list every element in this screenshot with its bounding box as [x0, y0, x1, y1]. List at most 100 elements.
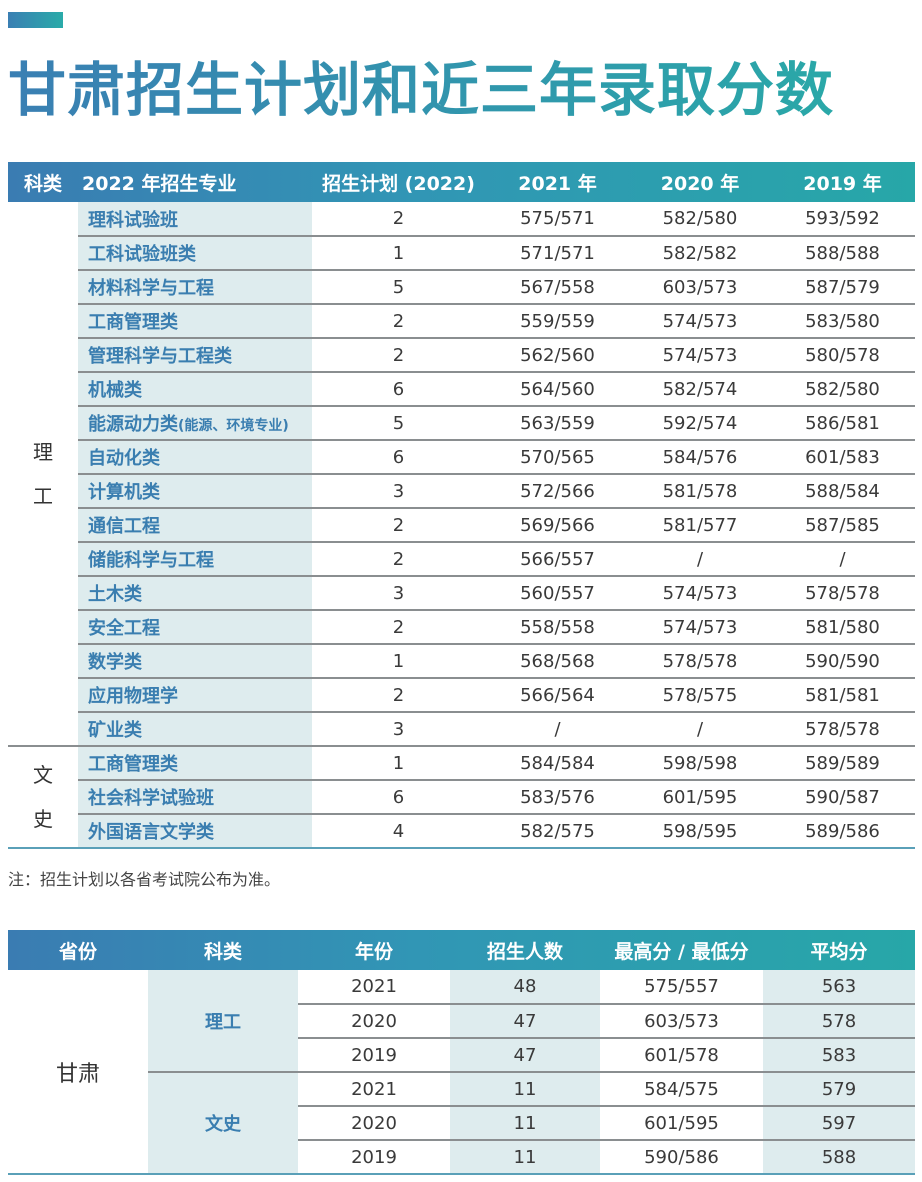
- major-name: 工商管理类: [88, 312, 178, 333]
- column-header: 2021 年: [518, 172, 597, 195]
- major-name: 外国语言文学类: [88, 822, 214, 843]
- plan-cell: 3: [312, 576, 485, 611]
- table-header-row: 科类 2022 年招生专业 招生计划 (2022) 2021 年 2020 年 …: [8, 162, 915, 202]
- table-row: 工科试验班类 1 571/571 582/582 588/588: [8, 236, 915, 271]
- y2020-cell: 601/595: [630, 780, 770, 815]
- average-cell: 563: [763, 970, 915, 1005]
- table-header-row: 省份 科类 年份 招生人数 最高分 / 最低分 平均分: [8, 930, 915, 970]
- major-cell: 储能科学与工程: [78, 542, 312, 577]
- y2019-cell: 578/578: [770, 576, 915, 611]
- average-cell: 588: [763, 1140, 915, 1175]
- y2021-cell: 560/557: [485, 576, 630, 611]
- y2020-cell: 592/574: [630, 406, 770, 441]
- category-char: 文: [33, 763, 53, 787]
- y2021-cell: 567/558: [485, 270, 630, 305]
- max-min-cell: 575/557: [600, 970, 763, 1005]
- count-cell: 11: [450, 1140, 600, 1175]
- y2021-cell: /: [485, 712, 630, 747]
- major-cell: 工科试验班类: [78, 236, 312, 271]
- table-row: 矿业类 3//578/578: [8, 712, 915, 747]
- y2021-cell: 571/571: [485, 236, 630, 271]
- year-cell: 2019: [298, 1038, 450, 1073]
- y2020-cell: 574/573: [630, 338, 770, 373]
- table-row: 数学类 1 568/568 578/578 590/590: [8, 644, 915, 679]
- table-row: 文史 2021 11 584/575 579: [8, 1072, 915, 1175]
- province-cell: 甘肃: [8, 970, 148, 1175]
- y2021-cell: 566/557: [485, 542, 630, 577]
- category-cell: 理工: [148, 970, 298, 1073]
- plan-cell: 2: [312, 542, 485, 577]
- column-header: 平均分: [810, 940, 868, 963]
- plan-cell: 2: [312, 508, 485, 543]
- y2020-cell: /: [630, 542, 770, 577]
- table-row: 理工理科试验班 2 575/571 582/580 593/592: [8, 202, 915, 747]
- major-name: 工商管理类: [88, 754, 178, 775]
- table-row: 储能科学与工程 2 566/557//: [8, 542, 915, 577]
- plan-cell: 2: [312, 338, 485, 373]
- major-name: 工科试验班类: [88, 244, 196, 265]
- y2019-cell: 581/580: [770, 610, 915, 645]
- plan-cell: 5: [312, 406, 485, 441]
- plan-cell: 1: [312, 236, 485, 271]
- y2019-cell: /: [770, 542, 915, 577]
- column-header: 2020 年: [660, 172, 740, 195]
- plan-cell: 2: [312, 304, 485, 339]
- y2020-cell: 578/575: [630, 678, 770, 713]
- max-min-cell: 601/595: [600, 1106, 763, 1141]
- y2019-cell: 593/592: [770, 202, 915, 237]
- major-cell: 机械类: [78, 372, 312, 407]
- y2021-cell: 566/564: [485, 678, 630, 713]
- major-name: 矿业类: [88, 720, 142, 741]
- column-header: 招生人数: [486, 940, 563, 963]
- major-name: 社会科学试验班: [88, 788, 214, 809]
- major-name: 安全工程: [88, 618, 160, 639]
- y2021-cell: 584/584: [485, 746, 630, 781]
- table-row: 计算机类 3 572/566 581/578 588/584: [8, 474, 915, 509]
- y2019-cell: 589/589: [770, 746, 915, 781]
- major-name: 应用物理学: [88, 686, 178, 707]
- plan-cell: 1: [312, 746, 485, 781]
- table-row: 材料科学与工程 5 567/558 603/573 587/579: [8, 270, 915, 305]
- major-name: 理科试验班: [88, 209, 178, 231]
- major-cell: 材料科学与工程: [78, 270, 312, 305]
- y2021-cell: 564/560: [485, 372, 630, 407]
- y2020-cell: 582/574: [630, 372, 770, 407]
- major-cell: 管理科学与工程类: [78, 338, 312, 373]
- plan-cell: 6: [312, 440, 485, 475]
- column-header: 最高分 / 最低分: [614, 940, 749, 963]
- major-cell: 能源动力类(能源、环境专业): [78, 406, 312, 441]
- average-cell: 579: [763, 1072, 915, 1107]
- major-cell: 工商管理类: [78, 746, 312, 781]
- average-cell: 578: [763, 1004, 915, 1039]
- y2019-cell: 590/587: [770, 780, 915, 815]
- table-row: 2019 11 590/586 588: [8, 1140, 915, 1175]
- column-header: 省份: [58, 940, 97, 963]
- year-cell: 2019: [298, 1140, 450, 1175]
- column-header: 招生计划 (2022): [322, 172, 475, 195]
- y2019-cell: 601/583: [770, 440, 915, 475]
- table-row: 能源动力类(能源、环境专业) 5 563/559 592/574 586/581: [8, 406, 915, 441]
- max-min-cell: 601/578: [600, 1038, 763, 1073]
- column-header: 年份: [354, 940, 393, 963]
- admission-score-table: 省份 科类 年份 招生人数 最高分 / 最低分 平均分 甘肃 理工 2021 48 57…: [8, 930, 915, 1175]
- accent-bar: [8, 12, 63, 28]
- category-char: 史: [33, 807, 53, 831]
- y2021-cell: 558/558: [485, 610, 630, 645]
- year-cell: 2020: [298, 1106, 450, 1141]
- major-name: 能源动力类: [88, 414, 178, 435]
- page-title: 甘肃招生计划和近三年录取分数: [8, 50, 834, 130]
- y2021-cell: 575/571: [485, 202, 630, 237]
- major-cell: 安全工程: [78, 610, 312, 645]
- count-cell: 11: [450, 1072, 600, 1107]
- major-cell: 社会科学试验班: [78, 780, 312, 815]
- y2019-cell: 587/585: [770, 508, 915, 543]
- y2020-cell: 574/573: [630, 576, 770, 611]
- table-row: 工商管理类 2 559/559 574/573 583/580: [8, 304, 915, 339]
- y2021-cell: 572/566: [485, 474, 630, 509]
- major-cell: 计算机类: [78, 474, 312, 509]
- major-cell: 通信工程: [78, 508, 312, 543]
- y2021-cell: 568/568: [485, 644, 630, 679]
- year-cell: 2021: [298, 1072, 450, 1107]
- y2020-cell: 574/573: [630, 610, 770, 645]
- y2021-cell: 570/565: [485, 440, 630, 475]
